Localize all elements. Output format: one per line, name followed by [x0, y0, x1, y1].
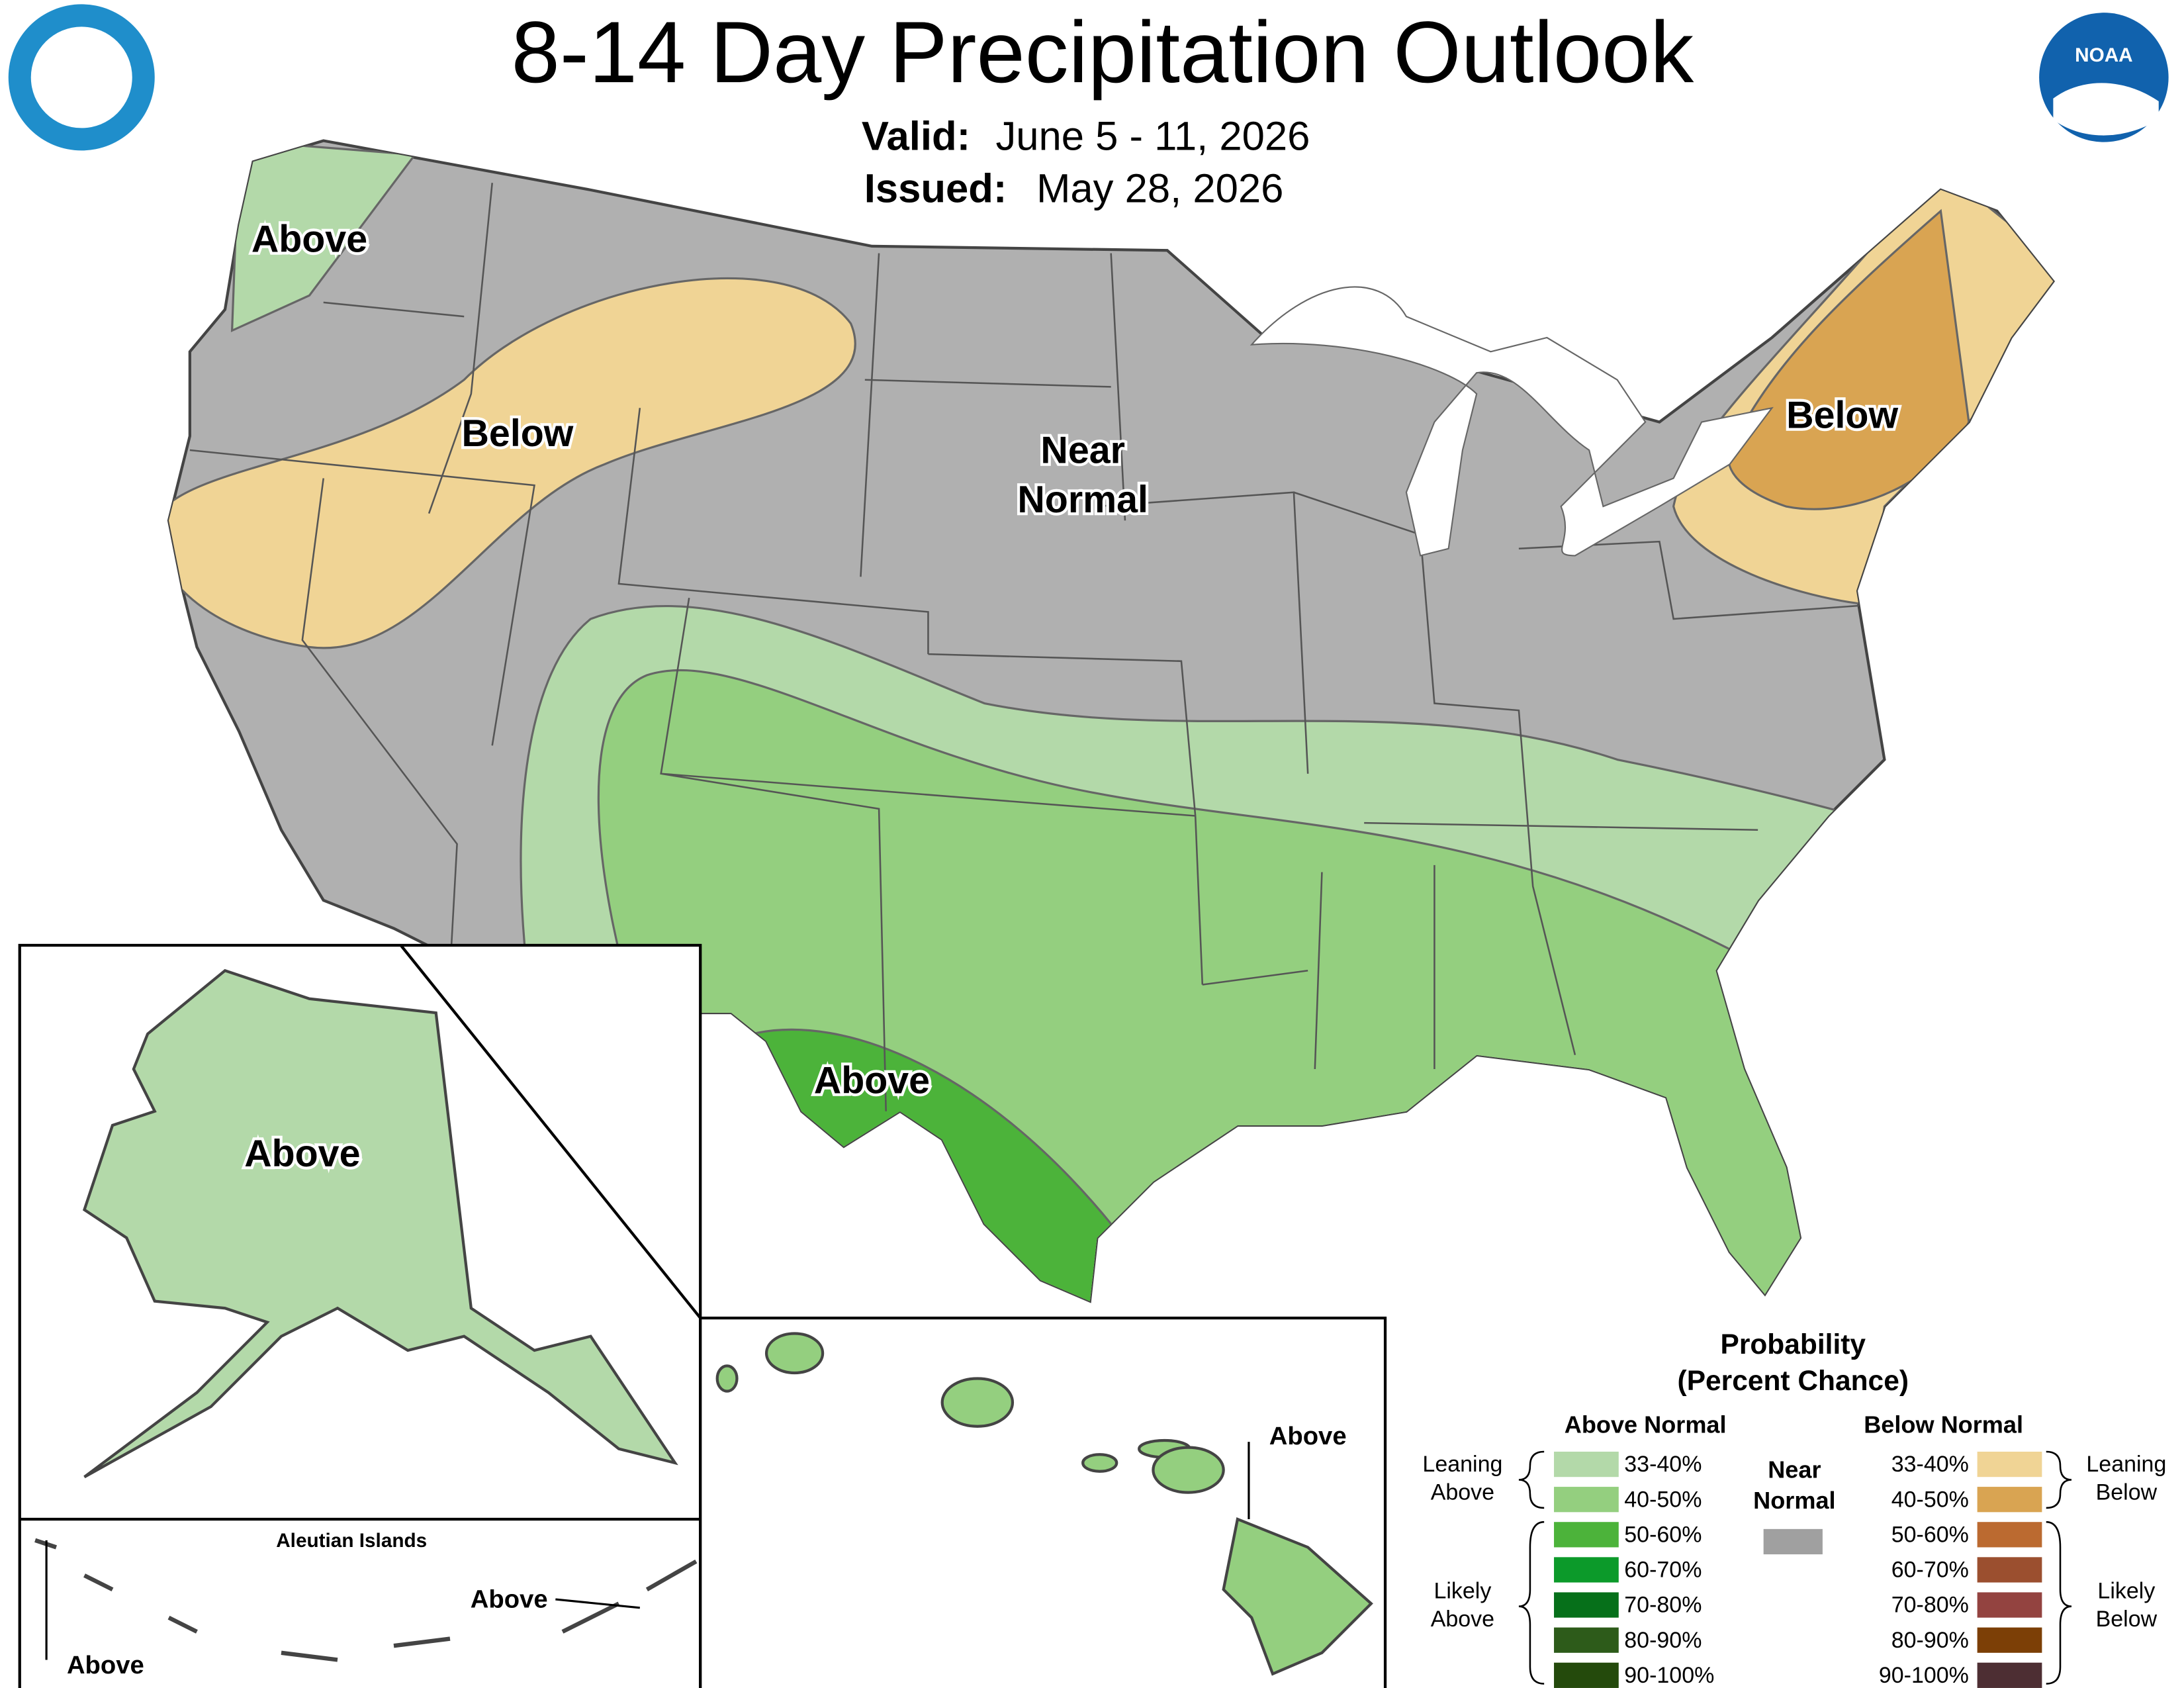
region-label: Above	[251, 218, 367, 261]
legend-swatch	[1554, 1487, 1619, 1513]
region-label: Above	[244, 1133, 360, 1175]
legend-heading: Above Normal	[1565, 1411, 1727, 1438]
region-label: Below	[1786, 394, 1898, 436]
legend-swatch	[1977, 1557, 2042, 1583]
legend-swatch	[1977, 1592, 2042, 1618]
legend-group: Below	[2096, 1480, 2158, 1505]
legend-label: 60-70%	[1624, 1558, 1702, 1583]
legend-title: (Percent Chance)	[1678, 1366, 1909, 1397]
legend-swatch	[1554, 1557, 1619, 1583]
legend-swatch	[1977, 1627, 2042, 1653]
region-label: Above	[67, 1651, 144, 1679]
seal: NOAA	[8, 4, 2169, 151]
legend-group: Likely	[2097, 1578, 2155, 1603]
legend-group: Leaning	[1422, 1452, 1502, 1477]
alaska-inset	[18, 943, 702, 1688]
legend-swatch	[1977, 1662, 2042, 1688]
region-label: Above	[471, 1585, 548, 1613]
legend-group: Likely	[1433, 1578, 1491, 1603]
legend-swatch	[1763, 1528, 1823, 1555]
legend-label: 90-100%	[1879, 1663, 1969, 1688]
inset-title: Aleutian Islands	[276, 1530, 427, 1552]
legend-near: Near	[1768, 1456, 1821, 1483]
legend-group: Below	[2096, 1607, 2158, 1632]
valid-dates: June 5 - 11, 2026	[995, 114, 1310, 160]
hawaii-inset	[699, 1316, 1387, 1688]
region-label: Normal	[1017, 479, 1148, 521]
legend-label: 40-50%	[1891, 1487, 1969, 1512]
legend-group: Leaning	[2086, 1452, 2166, 1477]
legend-label: 50-60%	[1624, 1522, 1702, 1547]
legend-label: 70-80%	[1891, 1593, 1969, 1618]
legend-heading: Below Normal	[1864, 1411, 2023, 1438]
noaa-logo-text: NOAA	[2075, 44, 2133, 66]
legend-label: 80-90%	[1624, 1628, 1702, 1653]
legend-swatch	[1554, 1662, 1619, 1688]
legend-label: 80-90%	[1891, 1628, 1969, 1653]
legend: Probability (Percent Chance) Above Norma…	[1422, 1329, 2166, 1685]
legend-label: 33-40%	[1891, 1452, 1969, 1477]
legend-swatch	[1554, 1451, 1619, 1477]
legend-label: 33-40%	[1624, 1452, 1702, 1477]
legend-swatch	[1977, 1522, 2042, 1548]
legend-label: 50-60%	[1891, 1522, 1969, 1547]
title: 8-14 Day Precipitation Outlook	[512, 3, 1695, 101]
legend-label: 70-80%	[1624, 1593, 1702, 1618]
legend-label: 40-50%	[1624, 1487, 1702, 1512]
legend-label: 90-100%	[1624, 1663, 1714, 1688]
legend-swatch	[1554, 1627, 1619, 1653]
region-label: Above	[814, 1059, 930, 1102]
region-label: Above	[1269, 1422, 1347, 1450]
legend-title: Probability	[1720, 1329, 1866, 1360]
region-label: Near	[1040, 429, 1125, 471]
region-label: Below	[462, 412, 574, 455]
valid-label: Valid:	[862, 114, 970, 160]
issued-label: Issued:	[864, 165, 1007, 211]
legend-swatch	[1977, 1487, 2042, 1513]
legend-swatch	[1554, 1522, 1619, 1548]
issued-date: May 28, 2026	[1036, 165, 1283, 211]
legend-swatch	[1554, 1592, 1619, 1618]
legend-label: 60-70%	[1891, 1558, 1969, 1583]
legend-swatch	[1977, 1451, 2042, 1477]
legend-group: Above	[1431, 1607, 1494, 1632]
legend-group: Above	[1431, 1480, 1494, 1505]
legend-near: Normal	[1753, 1487, 1835, 1514]
